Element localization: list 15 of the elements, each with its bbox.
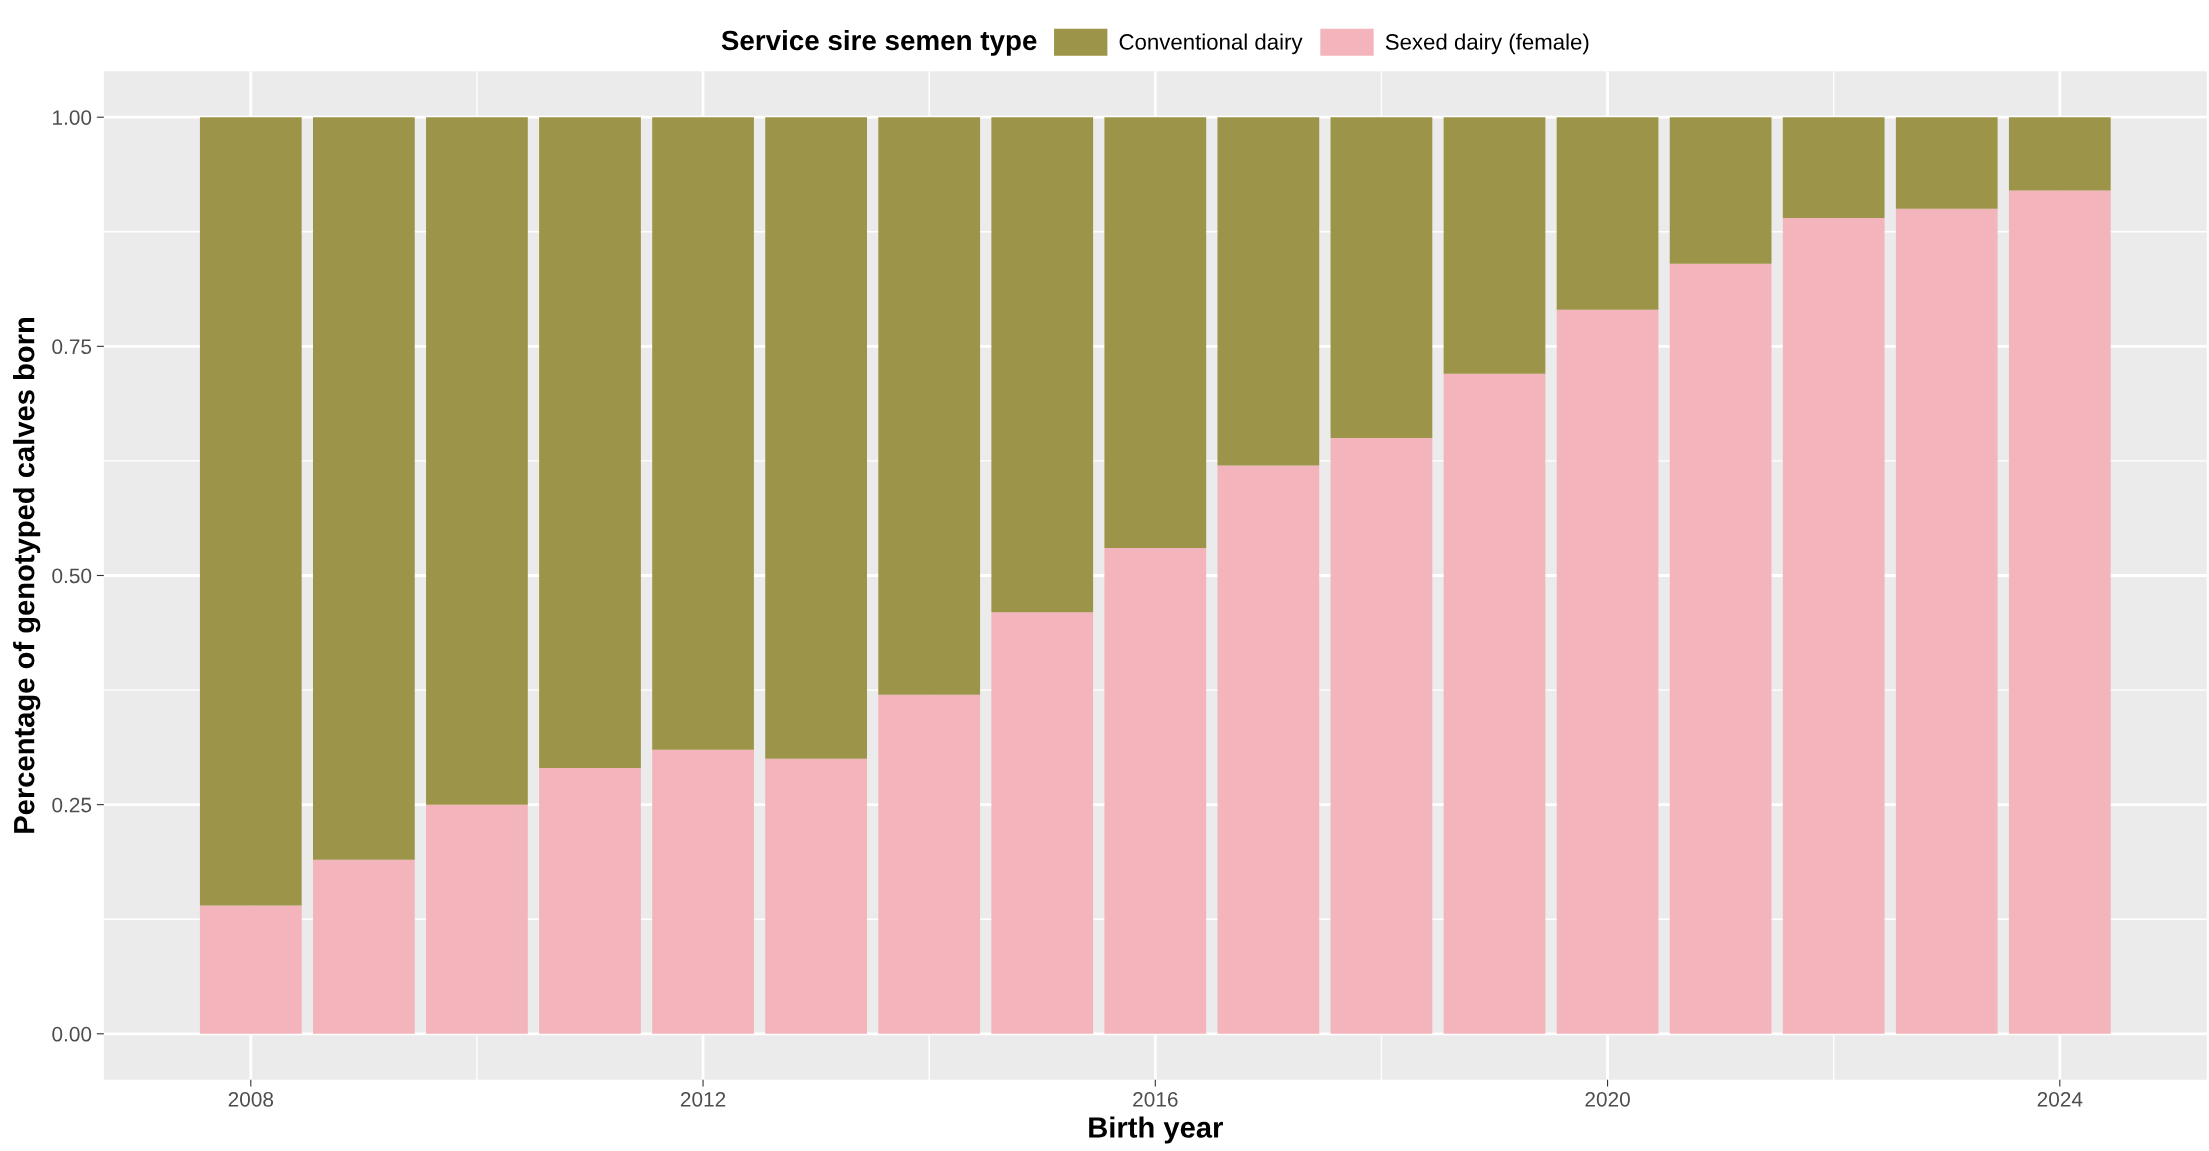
y-axis-title: Percentage of genotyped calves born <box>13 317 41 833</box>
x-tick-label: 2012 <box>680 1091 726 1107</box>
x-axis-title: Birth year <box>1089 1116 1223 1144</box>
x-tick-label: 2008 <box>228 1091 274 1107</box>
y-tick-label: 0.50 <box>52 568 92 584</box>
y-tick-label: 0.25 <box>52 797 92 813</box>
x-tick-label: 2024 <box>2037 1091 2083 1107</box>
x-tick-label: 2016 <box>1133 1091 1178 1107</box>
legend-label: Sexed dairy (female) <box>1385 33 1589 55</box>
legend-label: Conventional dairy <box>1119 33 1303 55</box>
legend-title: Service sire semen type <box>721 29 1037 56</box>
y-tick-label: 0.75 <box>52 339 92 355</box>
y-tick-label: 1.00 <box>53 110 92 125</box>
y-tick-label: 0.00 <box>52 1026 92 1042</box>
x-tick-label: 2020 <box>1585 1091 1630 1107</box>
